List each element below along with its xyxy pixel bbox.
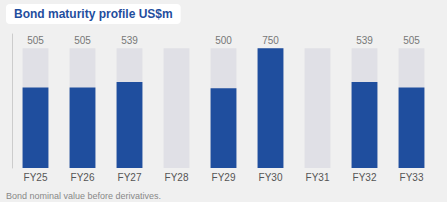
svg-text:FY26: FY26 [71,172,95,183]
svg-text:505: 505 [403,35,420,46]
svg-text:FY25: FY25 [24,172,48,183]
svg-text:505: 505 [74,35,91,46]
svg-text:500: 500 [215,35,232,46]
svg-text:505: 505 [27,35,44,46]
svg-text:FY29: FY29 [212,172,236,183]
svg-text:FY33: FY33 [400,172,424,183]
svg-text:Bond nominal value before deri: Bond nominal value before derivatives. [6,191,161,201]
svg-text:FY31: FY31 [306,172,330,183]
svg-text:FY28: FY28 [165,172,189,183]
svg-text:FY32: FY32 [353,172,377,183]
svg-text:539: 539 [356,35,373,46]
svg-text:539: 539 [121,35,138,46]
svg-text:FY30: FY30 [259,172,283,183]
svg-text:750: 750 [262,35,279,46]
svg-text:FY27: FY27 [118,172,142,183]
svg-text:Bond maturity profile US$m: Bond maturity profile US$m [14,7,173,21]
